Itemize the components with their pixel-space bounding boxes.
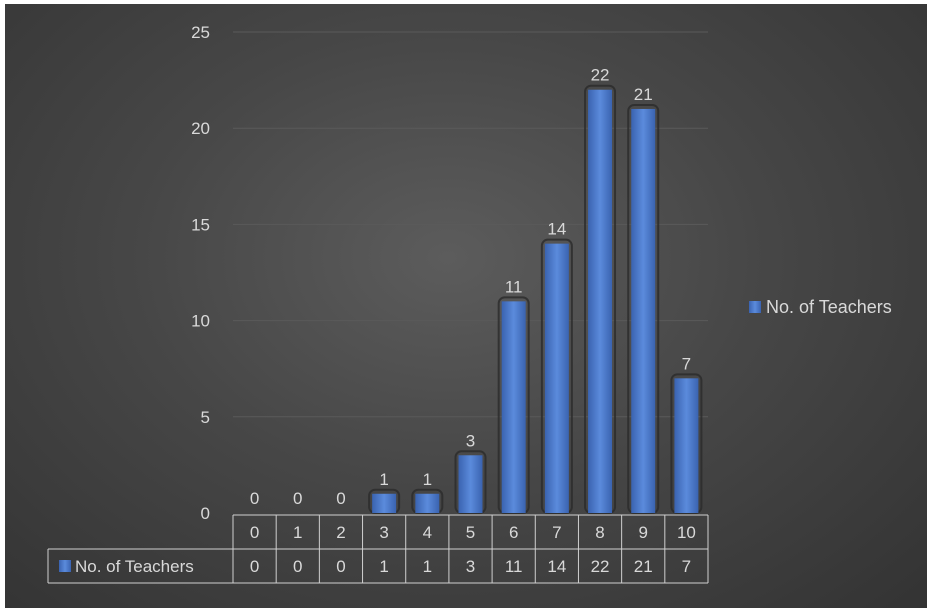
category-label: 7 (552, 523, 561, 542)
category-label: 6 (509, 523, 518, 542)
data-label: 11 (505, 277, 523, 296)
y-tick-label: 10 (191, 312, 210, 331)
data-label: 1 (423, 470, 432, 489)
table-value: 22 (591, 557, 610, 576)
table-value: 0 (293, 557, 302, 576)
data-label: 22 (591, 66, 610, 85)
legend-label: No. of Teachers (766, 297, 892, 317)
category-label: 8 (595, 523, 604, 542)
y-tick-label: 0 (201, 504, 210, 523)
y-tick-label: 25 (191, 23, 210, 42)
y-tick-label: 20 (191, 119, 210, 138)
data-label: 21 (634, 85, 653, 104)
y-tick-label: 15 (191, 215, 210, 234)
bar (372, 493, 397, 513)
category-label: 9 (638, 523, 647, 542)
category-label: 3 (379, 523, 388, 542)
table-series-label: No. of Teachers (75, 557, 194, 576)
data-label: 0 (250, 489, 259, 508)
category-label: 4 (423, 523, 432, 542)
data-label: 14 (547, 220, 566, 239)
table-value: 21 (634, 557, 653, 576)
bar (631, 108, 656, 514)
data-label: 3 (466, 431, 475, 450)
data-label: 7 (682, 354, 691, 373)
category-label: 1 (293, 523, 302, 542)
category-label: 0 (250, 523, 259, 542)
data-label: 1 (379, 470, 388, 489)
bar (588, 89, 613, 513)
bar (458, 455, 483, 513)
y-tick-label: 5 (201, 408, 210, 427)
table-value: 3 (466, 557, 475, 576)
data-label: 0 (336, 489, 345, 508)
bar (544, 243, 569, 513)
data-label: 0 (293, 489, 302, 508)
table-value: 11 (505, 557, 523, 576)
table-value: 7 (682, 557, 691, 576)
bar (501, 301, 526, 513)
legend: No. of Teachers (749, 297, 892, 317)
category-label: 5 (466, 523, 475, 542)
bar (415, 493, 440, 513)
category-label: 2 (336, 523, 345, 542)
table-value: 14 (547, 557, 566, 576)
table-value: 0 (336, 557, 345, 576)
table-value: 1 (379, 557, 388, 576)
table-value: 1 (423, 557, 432, 576)
legend-swatch (749, 301, 761, 313)
table-legend-swatch (59, 560, 71, 572)
category-label: 10 (677, 523, 696, 542)
table-value: 0 (250, 557, 259, 576)
bar (674, 378, 699, 513)
